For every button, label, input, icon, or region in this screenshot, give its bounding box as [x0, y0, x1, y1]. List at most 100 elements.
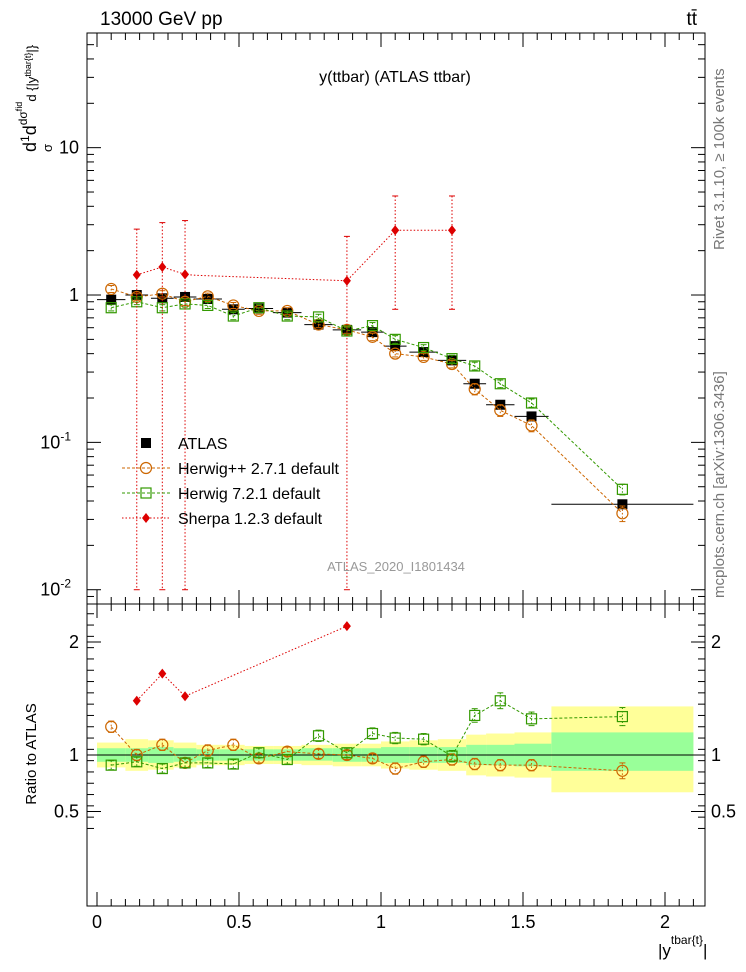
- herwig-2-7-1-default-point: [525, 759, 538, 772]
- atlas-point: [390, 341, 401, 352]
- x-tick-label: 1.5: [510, 912, 535, 932]
- herwig-7-2-1-default-point: [525, 397, 538, 409]
- atlas-point: [106, 294, 117, 305]
- herwig-7-2-1-default-point: [312, 730, 325, 742]
- herwig-7-2-1-default-point: [446, 750, 458, 762]
- herwig-7-2-1-default-point: [366, 320, 379, 332]
- x-tick-label: 0: [92, 912, 102, 932]
- analysis-watermark: ATLAS_2020_I1801434: [327, 559, 465, 574]
- herwig-7-2-1-default-line: [111, 700, 623, 770]
- ratio-y-axis-label: Ratio to ATLAS: [23, 703, 40, 804]
- energy-label: 13000 GeV pp: [100, 9, 223, 30]
- atlas-point: [202, 293, 213, 304]
- herwig-2-7-1-default-point: [105, 282, 118, 296]
- uncertainty-bands: [97, 706, 694, 793]
- sherpa-1-2-3-default-point: [448, 225, 456, 236]
- herwig-7-2-1-default-point: [525, 713, 538, 725]
- ratio-y-axis: 0.5 0.5 1 1 2 2: [54, 613, 736, 829]
- x-tick-label: 1: [376, 912, 386, 932]
- atlas-point: [228, 304, 239, 315]
- herwig-2-7-1-default-point: [389, 347, 402, 360]
- herwig-7-2-1-default-line: [111, 301, 623, 490]
- herwig-7-2-1-default-point: [105, 759, 117, 771]
- main-y-tick-label: 10: [59, 138, 79, 158]
- herwig-2-7-1-default-point: [616, 764, 629, 777]
- herwig-7-2-1-default-point: [469, 709, 481, 722]
- legend-label-atlas: ATLAS: [178, 436, 228, 453]
- herwig-7-2-1-default-point: [312, 311, 325, 323]
- main-y-axis-title: d1ddσfidd {|ytbar{t}|}: [14, 44, 40, 152]
- sherpa-1-2-3-default-point: [158, 668, 167, 679]
- herwig-7-2-1-default-point: [494, 378, 506, 390]
- ratio-y-tick-label-left: 0.5: [54, 802, 79, 822]
- herwig-7-2-1-default-point: [202, 757, 214, 769]
- x-tick-label: 2: [660, 912, 670, 932]
- herwig-7-2-1-default-point: [418, 341, 430, 354]
- main-y-tick-label: 1: [69, 285, 79, 305]
- atlas-point: [157, 293, 168, 304]
- herwig-2-7-1-default-point: [389, 762, 402, 775]
- herwig-2-7-1-default-point: [366, 330, 379, 343]
- ratio-panel: 0.5 0.5 1 1 2 2 0 0.5 1 1.5 2 Ratio to ATLAS |ytb…: [23, 603, 736, 960]
- herwig-7-2-1-default-point: [446, 353, 458, 365]
- herwig-2-7-1-default-series: [105, 720, 629, 780]
- main-series: [97, 195, 694, 591]
- herwig-7-2-1-default-point: [389, 732, 401, 744]
- herwig-2-7-1-default-point: [130, 748, 143, 762]
- legend-marker-herwig-7-2-1-default: [140, 487, 152, 499]
- herwig-7-2-1-default-point: [616, 483, 629, 495]
- herwig-7-2-1-default-point: [253, 747, 265, 759]
- sherpa-1-2-3-default-line: [136, 625, 348, 702]
- herwig-2-7-1-default-point: [156, 738, 169, 751]
- herwig-2-7-1-default-point: [201, 744, 214, 757]
- atlas-point: [617, 499, 628, 510]
- herwig-7-2-1-default-point: [418, 733, 430, 745]
- sherpa-1-2-3-default-point: [132, 269, 141, 280]
- process-label: tt̄: [686, 9, 697, 30]
- herwig-2-7-1-default-point: [281, 745, 294, 758]
- atlas-point: [367, 327, 378, 338]
- herwig-7-2-1-default-point: [469, 360, 481, 372]
- sherpa-1-2-3-default-series: [132, 195, 456, 591]
- herwig-7-2-1-default-point: [341, 325, 353, 337]
- legend-marker-herwig-2-7-1-default: [139, 461, 153, 475]
- ratio-series: [105, 621, 629, 780]
- legend-label-herwig-2-7-1-default: Herwig++ 2.7.1 default: [178, 461, 340, 478]
- herwig-2-7-1-default-line: [110, 726, 623, 772]
- ratio-y-tick-label-right: 2: [711, 632, 721, 652]
- mcplots-label: mcplots.cern.ch [arXiv:1306.3436]: [711, 371, 728, 598]
- herwig-7-2-1-default-point: [389, 333, 401, 345]
- sherpa-1-2-3-default-point: [158, 261, 167, 272]
- legend-label-sherpa-1-2-3-default: Sherpa 1.2.3 default: [178, 511, 323, 528]
- herwig-7-2-1-default-point: [281, 310, 293, 322]
- ratio-y-tick-label-left: 2: [69, 632, 79, 652]
- herwig-2-7-1-default-line: [111, 288, 623, 514]
- herwig-2-7-1-default-point: [525, 419, 538, 432]
- main-y-axis-sigma: σ: [40, 144, 55, 152]
- herwig-2-7-1-default-point: [105, 720, 118, 733]
- herwig-7-2-1-default-series: [105, 692, 629, 775]
- herwig-7-2-1-default-point: [281, 753, 293, 766]
- herwig-7-2-1-default-point: [494, 695, 506, 707]
- herwig-7-2-1-default-point: [156, 302, 168, 314]
- main-title: y(ttbar) (ATLAS ttbar): [319, 69, 471, 86]
- herwig-7-2-1-default-point: [366, 727, 379, 740]
- sherpa-1-2-3-default-point: [342, 275, 351, 286]
- herwig-7-2-1-default-point: [179, 757, 191, 769]
- main-y-tick-exponent: -1: [60, 429, 71, 443]
- atlas-point: [180, 291, 191, 302]
- herwig-7-2-1-default-point: [253, 302, 265, 314]
- atlas-point: [341, 324, 352, 335]
- main-y-tick-label: 10-2: [40, 577, 71, 600]
- sherpa-1-2-3-default-point: [181, 269, 190, 280]
- sherpa-1-2-3-default-point: [181, 691, 190, 702]
- inner-uncertainty-band: [551, 732, 694, 771]
- sherpa-1-2-3-default-point: [391, 225, 400, 236]
- ratio-y-tick-label-left: 1: [69, 745, 79, 765]
- herwig-7-2-1-default-series: [105, 296, 629, 496]
- main-y-axis-label: d1ddσfidd {|ytbar{t}|} σ: [14, 44, 55, 152]
- ratio-x-axis: 0 0.5 1 1.5 2: [92, 604, 694, 932]
- herwig-7-2-1-default-point: [131, 756, 143, 768]
- herwig-2-7-1-default-point: [494, 404, 507, 417]
